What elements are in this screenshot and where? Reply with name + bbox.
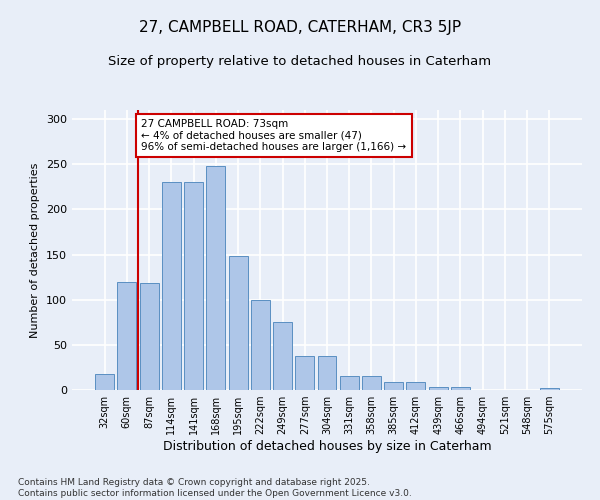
Text: Size of property relative to detached houses in Caterham: Size of property relative to detached ho…	[109, 55, 491, 68]
Bar	[340, 376, 359, 390]
X-axis label: Distribution of detached houses by size in Caterham: Distribution of detached houses by size …	[163, 440, 491, 453]
Text: 27 CAMPBELL ROAD: 73sqm
← 4% of detached houses are smaller (47)
96% of semi-det: 27 CAMPBELL ROAD: 73sqm ← 4% of detached…	[142, 119, 406, 152]
Bar	[206, 166, 225, 390]
Bar	[140, 284, 158, 390]
Bar	[118, 282, 136, 390]
Bar	[317, 356, 337, 390]
Bar	[184, 182, 203, 390]
Bar	[273, 322, 292, 390]
Bar	[429, 388, 448, 390]
Bar	[229, 256, 248, 390]
Bar	[384, 382, 403, 390]
Bar	[406, 382, 425, 390]
Text: Contains HM Land Registry data © Crown copyright and database right 2025.
Contai: Contains HM Land Registry data © Crown c…	[18, 478, 412, 498]
Bar	[451, 388, 470, 390]
Text: 27, CAMPBELL ROAD, CATERHAM, CR3 5JP: 27, CAMPBELL ROAD, CATERHAM, CR3 5JP	[139, 20, 461, 35]
Bar	[295, 356, 314, 390]
Y-axis label: Number of detached properties: Number of detached properties	[31, 162, 40, 338]
Bar	[95, 374, 114, 390]
Bar	[362, 376, 381, 390]
Bar	[540, 388, 559, 390]
Bar	[162, 182, 181, 390]
Bar	[251, 300, 270, 390]
